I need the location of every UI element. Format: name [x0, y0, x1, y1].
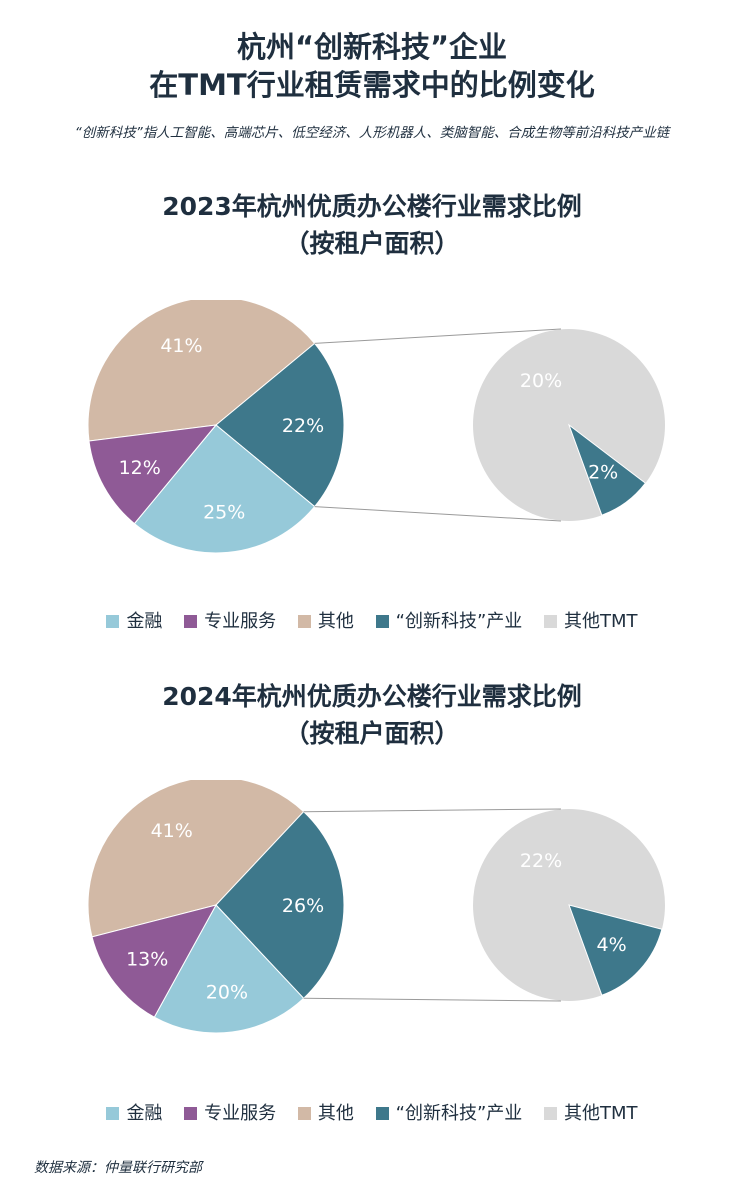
page-title-line1: 杭州“创新科技”企业	[236, 30, 508, 64]
detail-pie-slice-innovation	[568, 904, 663, 996]
detail-pie-data-label: 2%	[588, 461, 618, 483]
legend-item-other-tmt: 其他TMT	[544, 607, 638, 633]
chart2-legend: 金融 专业服务 其他 “创新科技”产业 其他TMT	[0, 1099, 744, 1125]
legend-swatch	[297, 615, 311, 628]
chart1-title-line1: 2023年杭州优质办公楼行业需求比例	[162, 192, 582, 221]
legend-item-other: 其他	[297, 607, 354, 633]
legend-item-innovation-tech: “创新科技”产业	[375, 1099, 523, 1125]
legend-label: 金融	[126, 1103, 163, 1124]
legend-label: “创新科技”产业	[395, 611, 523, 632]
pie-slice-0	[87, 300, 316, 442]
legend-swatch	[106, 1107, 120, 1120]
detail-pie-slice-innovation	[567, 423, 647, 516]
pie-data-label: 26%	[282, 895, 324, 917]
legend-label: 其他TMT	[564, 611, 638, 632]
chart1-title-line2: （按租户面积）	[284, 229, 460, 258]
pie-data-label: 41%	[151, 820, 193, 842]
pie-data-label: 22%	[282, 415, 324, 437]
pie-data-label: 13%	[126, 948, 168, 970]
legend-label: 专业服务	[204, 1103, 277, 1124]
pie-slice-1	[215, 810, 345, 1000]
connector-line-bottom	[303, 997, 562, 1002]
legend-swatch	[544, 615, 558, 628]
chart1-pie-of-pie: 41% 22% 25% 12% 20% 2%	[87, 300, 665, 554]
source-note: 数据来源：仲量联行研究部	[34, 1160, 202, 1176]
legend-label: 金融	[126, 611, 163, 632]
detail-pie-data-label: 22%	[520, 850, 562, 872]
connector-line-top	[303, 808, 562, 813]
legend-swatch	[297, 1107, 311, 1120]
chart1-legend: 金融 专业服务 其他 “创新科技”产业 其他TMT	[0, 607, 744, 633]
legend-item-innovation-tech: “创新科技”产业	[375, 607, 523, 633]
legend-swatch	[375, 1107, 389, 1120]
legend-item-other: 其他	[297, 1099, 354, 1125]
detail-pie-data-label: 4%	[597, 934, 627, 956]
pie-slice-0	[87, 780, 305, 938]
page-title-line2: 在TMT行业租赁需求中的比例变化	[149, 68, 595, 102]
legend-swatch	[184, 1107, 198, 1120]
connector-line-bottom	[314, 506, 562, 522]
pie-slice-1	[215, 342, 345, 508]
pie-data-label: 12%	[119, 457, 161, 479]
legend-label: “创新科技”产业	[395, 1103, 523, 1124]
legend-label: 专业服务	[204, 611, 277, 632]
legend-item-other-tmt: 其他TMT	[544, 1099, 638, 1125]
legend-label: 其他TMT	[564, 1103, 638, 1124]
pie-data-label: 25%	[203, 502, 245, 524]
pie-slice-2	[153, 904, 305, 1034]
pie-slice-3	[91, 904, 217, 1018]
legend-label: 其他	[317, 1103, 354, 1124]
pie-data-label: 41%	[160, 335, 202, 357]
legend-item-finance: 金融	[106, 607, 162, 633]
chart2-title-line1: 2024年杭州优质办公楼行业需求比例	[162, 682, 582, 711]
chart2-pie-of-pie: 41% 26% 20% 13% 22% 4%	[87, 780, 665, 1034]
connector-line-top	[314, 328, 562, 344]
legend-swatch	[375, 615, 389, 628]
pie-slice-3	[88, 424, 218, 525]
detail-pie-data-label: 20%	[520, 370, 562, 392]
legend-swatch	[544, 1107, 558, 1120]
legend-swatch	[106, 615, 120, 628]
pie-slice-2	[133, 424, 316, 554]
legend-swatch	[184, 615, 198, 628]
legend-item-finance: 金融	[106, 1099, 162, 1125]
legend-label: 其他	[317, 611, 354, 632]
pie-data-label: 20%	[206, 981, 248, 1003]
legend-item-professional-services: 专业服务	[184, 607, 276, 633]
legend-item-professional-services: 专业服务	[184, 1099, 276, 1125]
page-subtitle: “创新科技”指人工智能、高端芯片、低空经济、人形机器人、类脑智能、合成生物等前沿…	[74, 125, 670, 141]
chart2-title-line2: （按租户面积）	[284, 719, 460, 748]
